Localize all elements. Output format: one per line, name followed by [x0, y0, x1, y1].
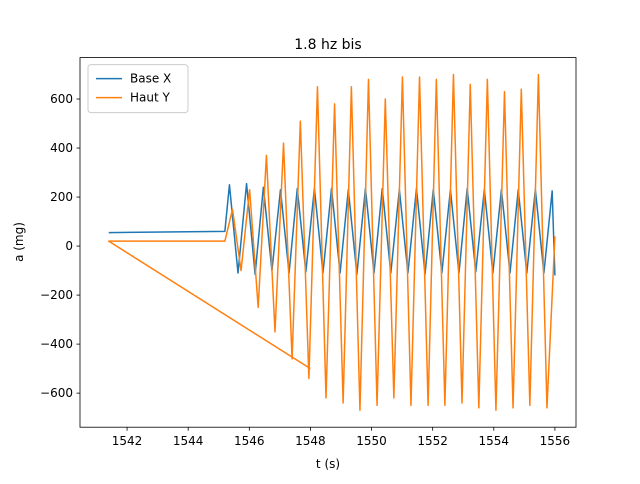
- x-tick-label: 1548: [295, 434, 326, 448]
- legend-label: Haut Y: [130, 91, 171, 105]
- legend-box: [87, 64, 189, 114]
- x-tick-label: 1554: [479, 434, 510, 448]
- chart-title: 1.8 hz bis: [294, 37, 361, 53]
- y-tick-label: −200: [40, 288, 73, 302]
- y-tick-label: 0: [65, 239, 73, 253]
- y-tick-label: −600: [40, 386, 73, 400]
- series-line: [108, 182, 556, 276]
- plot-lines: [107, 73, 556, 412]
- series-line: [107, 73, 556, 412]
- y-tick-label: −400: [40, 337, 73, 351]
- x-tick-label: 1556: [540, 434, 571, 448]
- y-axis-label: a (mg): [12, 222, 26, 262]
- x-axis-label: t (s): [316, 457, 340, 471]
- legend-label: Base X: [130, 72, 171, 86]
- x-tick-label: 1544: [173, 434, 204, 448]
- y-tick-label: 200: [50, 190, 73, 204]
- y-tick-label: 600: [50, 92, 73, 106]
- y-tick-label: 400: [50, 141, 73, 155]
- x-tick-label: 1550: [356, 434, 387, 448]
- x-tick-label: 1542: [112, 434, 143, 448]
- x-tick-label: 1552: [417, 434, 448, 448]
- x-tick-label: 1546: [234, 434, 265, 448]
- plot-frame: [79, 57, 577, 428]
